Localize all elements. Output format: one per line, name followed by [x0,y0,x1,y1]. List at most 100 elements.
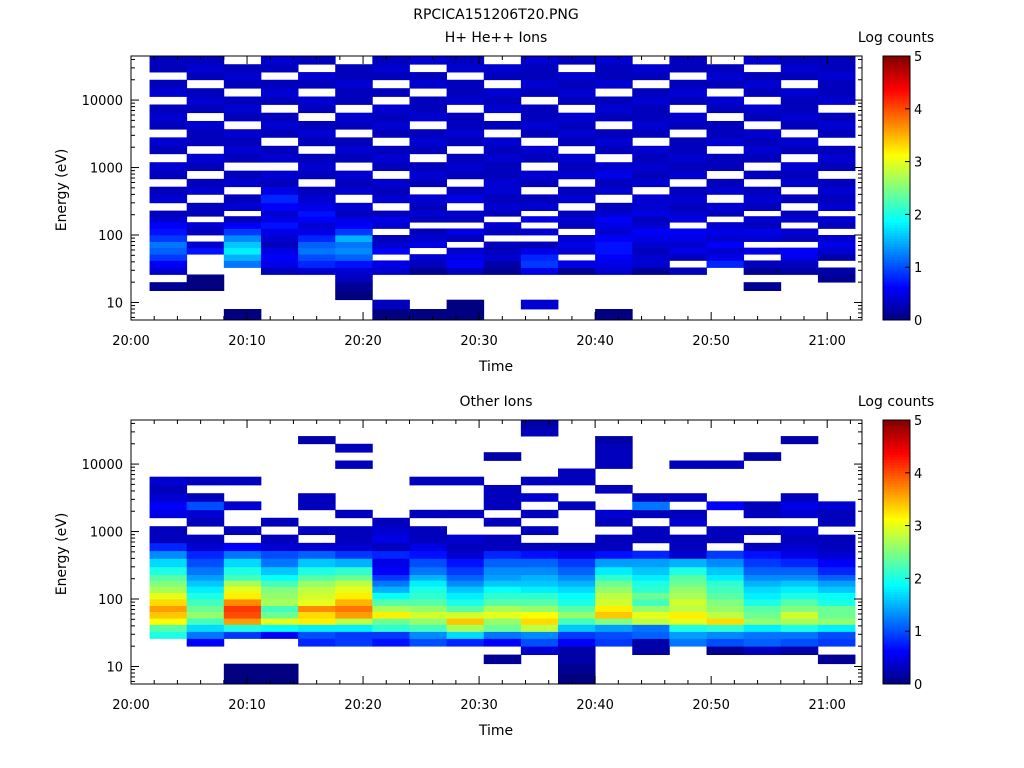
heatmap-cell [260,550,299,559]
heatmap-cell [149,493,188,502]
heatmap-cell [520,558,559,568]
heatmap-cell [595,484,633,494]
heatmap-cell [149,558,188,568]
heatmap-cell [260,178,299,188]
colorbar-swatch [883,132,910,136]
heatmap-cell [595,210,633,217]
heatmap-cell [298,153,336,163]
colorbar-swatch [883,92,910,96]
heatmap-cell [632,574,670,581]
axes: 20:00 20:10 20:20 20:30 20:40 20:50 21:00 10 100… [82,419,863,713]
heatmap-cell [335,170,373,180]
heatmap-cell [149,56,188,65]
heatmap-cell [483,654,522,665]
heatmap-cell [335,274,373,283]
heatmap-cell [149,88,188,97]
heatmap-cell [298,72,336,81]
heatmap-cell [483,631,522,639]
heatmap-cell [520,599,559,606]
colorbar-swatch [883,525,910,529]
heatmap-cell [632,145,670,155]
heatmap-cell [409,586,448,593]
heatmap-cell [260,129,299,138]
colorbar-swatch [883,451,910,455]
colorbar-swatch [883,478,910,482]
heatmap-cell [260,592,299,600]
heatmap-cell [483,638,522,647]
heatmap-cell [780,178,819,188]
heatmap-cell [483,247,522,255]
heatmap-cell [706,574,745,581]
heatmap-cell [558,120,596,130]
heatmap-cell [520,56,559,65]
heatmap-cell [335,509,373,519]
heatmap-cell [446,162,485,172]
heatmap-cell [372,517,410,527]
x-tick-label: 20:30 [460,334,497,349]
heatmap-cell [558,476,596,486]
heatmap-cell [223,599,262,606]
heatmap-cell [669,112,707,122]
heatmap-cell [298,542,336,552]
heatmap-cell [483,241,522,249]
heatmap-cell [223,79,262,89]
heatmap-cell [558,618,596,625]
heatmap-cell [409,260,448,268]
heatmap-cell [669,558,707,568]
heatmap-cell [669,592,707,600]
colorbar-swatch [883,557,910,561]
heatmap-cell [372,120,410,130]
colorbar-swatch [883,283,910,287]
colorbar-swatch [883,515,910,519]
heatmap-cell [595,260,633,268]
heatmap-cell [223,550,262,559]
colorbar-swatch [883,641,910,645]
y-tick-label: 10000 [82,458,123,473]
heatmap-cell [372,186,410,195]
heatmap-cell [186,137,225,147]
heatmap-cell [558,654,596,665]
heatmap-cell [409,241,448,249]
heatmap-cell [595,558,633,568]
colorbar-swatch [883,314,910,318]
heatmap-cell [446,267,485,275]
colorbar-swatch [883,488,910,492]
heatmap-cell [595,235,633,242]
colorbar-swatch [883,275,910,279]
heatmap-cell [149,566,188,576]
heatmap-cell [558,170,596,180]
colorbar-swatch [883,464,910,468]
heatmap-cell [743,129,782,138]
heatmap-cell [260,247,299,255]
heatmap-cell [223,260,262,268]
heatmap-cell [298,558,336,568]
heatmap-cell [446,112,485,122]
heatmap-cell [632,509,670,519]
heatmap-cell [446,120,485,130]
heatmap-cell [632,586,670,593]
heatmap-cell [372,299,410,310]
x-axis-label: Time [478,359,513,375]
heatmap-cell [223,241,262,249]
heatmap-cell [558,673,596,685]
x-tick-label: 20:10 [228,334,265,349]
heatmap-cell [186,558,225,568]
heatmap-cell [335,260,373,268]
heatmap-cell [409,580,448,587]
heatmap-cell [669,228,707,236]
colorbar-swatch [883,459,910,463]
colorbar-swatch [883,182,910,186]
heatmap-cell [595,599,633,606]
x-tick-label: 20:40 [576,698,613,713]
heatmap-cell [483,493,522,502]
heatmap-cell [223,631,262,639]
heatmap-cell [372,309,410,321]
colorbar-swatch [883,425,910,429]
heatmap-cell [669,96,707,105]
heatmap-cell [409,170,448,180]
colorbar-swatch [883,248,910,252]
heatmap-cell [260,566,299,576]
heatmap-cell [595,241,633,249]
heatmap-cell [632,599,670,606]
heatmap-cell [780,501,819,511]
